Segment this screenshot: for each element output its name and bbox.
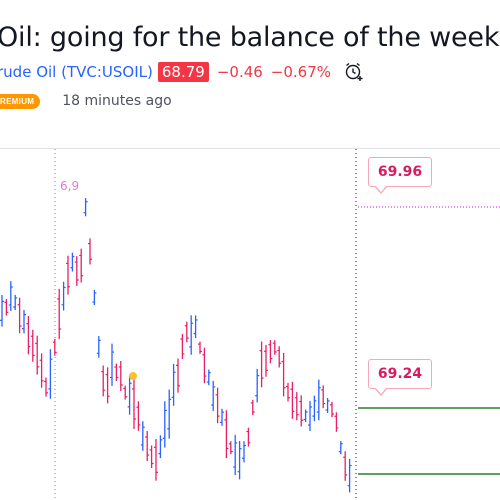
meta-row: REMIUM 18 minutes ago [0, 90, 172, 112]
callout-lower-pointer [374, 387, 388, 396]
symbol-name: rude Oil [0, 63, 57, 81]
price-change: −0.46 [216, 63, 263, 81]
chart-annotation-label: 6,9 [60, 179, 80, 193]
alarm-clock-icon[interactable] [343, 61, 365, 83]
price-chart[interactable]: 6,9 69.96 69.24 [0, 149, 500, 500]
post-header: Oil: going for the balance of the week t… [0, 0, 500, 150]
callout-lower-label: 69.24 [377, 366, 423, 382]
current-price-badge: 68.79 [157, 62, 209, 82]
price-change-percent: −0.67% [270, 63, 332, 81]
premium-badge: REMIUM [0, 93, 41, 109]
signal-marker-dot [129, 372, 137, 380]
header-divider [0, 148, 500, 149]
symbol-link[interactable]: rude Oil (TVC:USOIL) [0, 63, 153, 81]
chart-canvas[interactable] [0, 149, 500, 500]
price-callout-upper[interactable]: 69.96 [368, 157, 432, 187]
symbol-row: rude Oil (TVC:USOIL) 68.79 −0.46 −0.67% [0, 60, 365, 84]
price-callout-lower[interactable]: 69.24 [368, 359, 432, 389]
symbol-ticker: (TVC:USOIL) [61, 63, 153, 81]
ohlc-bars [0, 198, 352, 493]
timestamp: 18 minutes ago [62, 93, 172, 109]
callout-upper-label: 69.96 [377, 164, 423, 180]
post-title: Oil: going for the balance of the week t… [0, 22, 500, 53]
callout-upper-pointer [374, 185, 388, 194]
